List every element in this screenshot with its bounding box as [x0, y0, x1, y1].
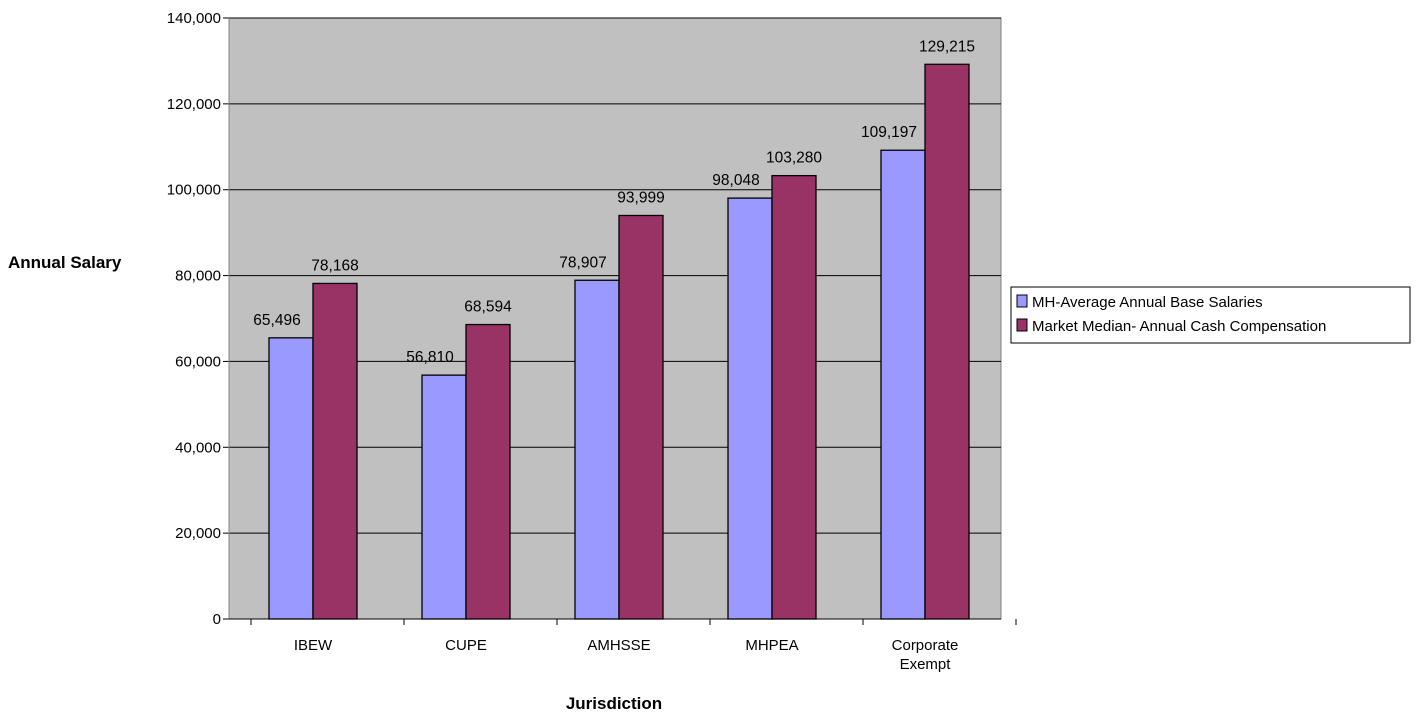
y-tick-label: 60,000	[175, 353, 221, 370]
x-tick-label: Corporate	[892, 637, 959, 654]
data-label: 103,280	[766, 150, 822, 167]
bar-mh-average	[574, 279, 620, 620]
data-label: 93,999	[617, 189, 664, 206]
y-tick-label: 40,000	[175, 439, 221, 456]
x-tick-label: Exempt	[900, 656, 952, 673]
bar-mh-average	[880, 149, 926, 620]
data-label: 65,496	[253, 312, 300, 329]
legend-swatch	[1016, 294, 1028, 308]
bar-mh-average	[268, 337, 314, 620]
legend: MH-Average Annual Base Salaries Market Me…	[1010, 286, 1411, 344]
data-labels: 65,496 78,168 56,810 68,594 78,907 93,999 98,0…	[253, 38, 975, 366]
y-tick-label: 100,000	[167, 182, 221, 199]
bar-market-median	[924, 63, 970, 620]
legend-label: MH-Average Annual Base Salaries	[1032, 294, 1263, 311]
legend-label: Market Median- Annual Cash Compensation	[1032, 318, 1326, 335]
bars	[268, 63, 970, 620]
bar-mh-average	[421, 374, 467, 620]
x-tick-label: CUPE	[445, 637, 487, 654]
bar-market-median	[312, 282, 358, 620]
x-tick-label: AMHSSE	[587, 637, 650, 654]
legend-box	[1010, 286, 1411, 344]
data-label: 68,594	[464, 299, 512, 316]
y-axis-ticks: 0 20,000 40,000 60,000 80,000 100,000 120,000 1…	[167, 10, 230, 628]
data-label: 129,215	[919, 38, 975, 55]
legend-swatch	[1016, 318, 1028, 332]
x-tick-label: MHPEA	[745, 637, 798, 654]
data-label: 78,907	[559, 254, 606, 271]
bar-mh-average	[727, 197, 773, 620]
data-label: 78,168	[311, 257, 358, 274]
data-label: 56,810	[406, 349, 454, 366]
x-tick-label: IBEW	[294, 637, 333, 654]
gridlines	[229, 17, 1001, 534]
bar-market-median	[618, 214, 664, 620]
y-tick-label: 80,000	[175, 268, 221, 285]
x-axis-title: Jurisdiction	[566, 694, 662, 713]
data-label: 98,048	[712, 172, 759, 189]
data-label: 109,197	[861, 124, 917, 141]
y-tick-label: 140,000	[167, 10, 221, 27]
y-axis-title: Annual Salary	[8, 253, 122, 272]
bar-market-median	[771, 174, 817, 620]
bar-market-median	[465, 323, 511, 620]
y-tick-label: 20,000	[175, 525, 221, 542]
y-tick-label: 0	[213, 611, 221, 628]
x-axis-ticks: IBEW CUPE AMHSSE MHPEA Corporate Exempt	[250, 619, 1017, 673]
y-tick-label: 120,000	[167, 96, 221, 113]
